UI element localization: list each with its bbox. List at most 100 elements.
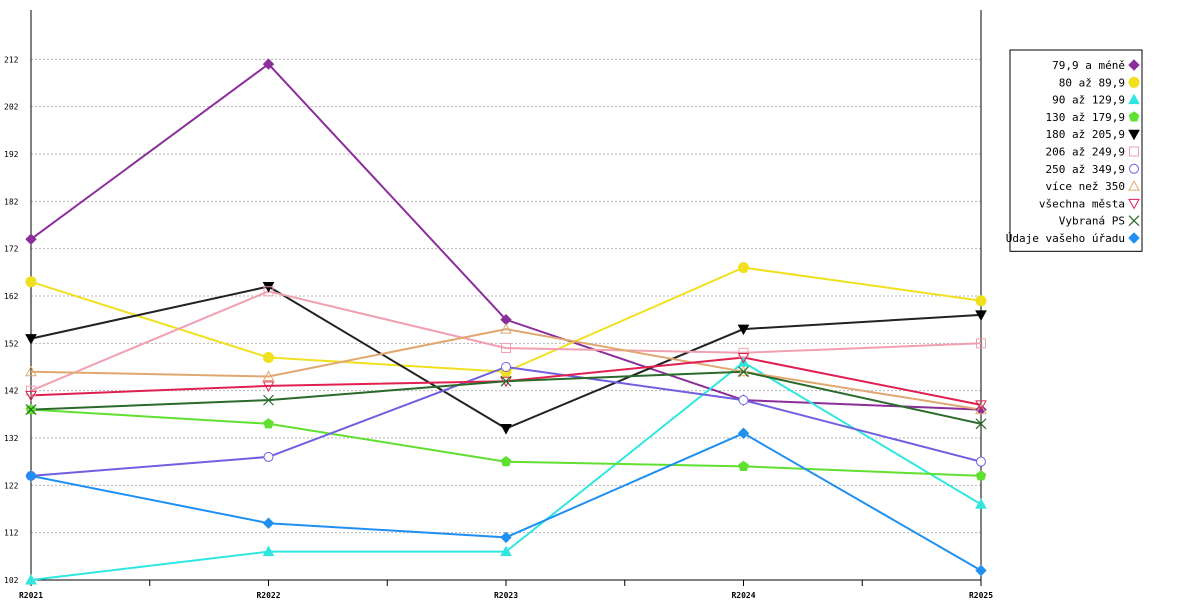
point-vsechna-mesta [25, 390, 37, 402]
point-206-az-249-9 [263, 286, 274, 297]
point-180-az-205-9 [500, 424, 512, 435]
legend-label-180-az-205-9: 180 až 205,9 [1046, 128, 1125, 141]
legend-label-90-az-129-9: 90 až 129,9 [1052, 94, 1125, 107]
point-vice-nez-350 [262, 370, 275, 381]
point-vybrana-ps [738, 366, 749, 378]
axes: 102 112 122 132 142 152 162 172 182 192 202 212 R202… [4, 10, 993, 600]
y-tick-label: 192 [4, 150, 19, 159]
point-vice-nez-350 [737, 365, 750, 377]
point-250-az-349-9 [738, 395, 749, 406]
legend: 79,9 a méně 80 až 89,9 90 až 129,9 130 až 1… [1006, 49, 1143, 252]
point-90-az-129-9 [500, 545, 512, 557]
point-vsechna-mesta [737, 353, 750, 364]
point-vybrana-ps-stroke [738, 366, 749, 378]
x-tick-label: R2024 [731, 591, 755, 600]
legend-label-udaje-vaseho-uradu: Údaje vašeho úřadu [1006, 232, 1125, 245]
point-90-az-129-9 [975, 498, 987, 509]
point-vybrana-ps [25, 404, 37, 416]
y-tick-label: 102 [4, 576, 19, 585]
point-79-9-a-mene [25, 233, 37, 245]
y-tick-label: 152 [4, 339, 19, 348]
point-130-az-179-9 [263, 418, 274, 429]
point-130-az-179-9 [500, 456, 512, 467]
y-tick-label: 212 [4, 55, 19, 64]
point-206-az-249-9 [976, 338, 986, 349]
series-line-vybrana-ps [30, 370, 982, 425]
point-vice-nez-350 [975, 403, 987, 415]
point-180-az-205-9 [975, 310, 987, 321]
legend-label-206-az-249-9: 206 až 249,9 [1046, 146, 1125, 159]
legend-label-130-az-179-9: 130 až 179,9 [1046, 111, 1125, 124]
y-tick-label: 112 [4, 529, 19, 538]
y-tick-label: 202 [4, 103, 19, 112]
legend-label-79-9-a-mene: 79,9 a méně [1052, 59, 1125, 72]
point-90-az-129-9 [262, 545, 275, 557]
legend-marker-206-az-249-9 [1129, 146, 1139, 157]
point-180-az-205-9 [25, 334, 37, 345]
legend-label-vsechna-mesta: všechna města [1039, 197, 1125, 210]
series-markers [25, 58, 987, 585]
point-250-az-349-9 [263, 451, 274, 462]
legend-marker-vice-nez-350 [1128, 180, 1140, 191]
legend-marker-180-az-205-9 [1128, 129, 1140, 141]
y-tick-label: 142 [4, 387, 19, 396]
legend-marker-udaje-vaseho-uradu [1128, 232, 1140, 244]
point-vybrana-ps-stroke [500, 375, 512, 387]
point-vybrana-ps-stroke [263, 394, 274, 406]
point-180-az-205-9 [737, 324, 750, 336]
point-vsechna-mesta [975, 400, 987, 411]
y-tick-label: 122 [4, 481, 19, 490]
x-tick-label: R2023 [494, 591, 518, 600]
series-line-180-az-205-9 [30, 285, 982, 430]
legend-label-vybrana-ps: Vybraná PS [1059, 215, 1125, 228]
point-udaje-vaseho-uradu [500, 531, 512, 544]
point-udaje-vaseho-uradu [737, 427, 750, 439]
series-line-vice-nez-350 [30, 328, 982, 411]
point-80-az-89-9 [975, 295, 987, 307]
series-line-79-9-a-mene [30, 63, 982, 411]
point-206-az-249-9 [26, 385, 36, 396]
point-vybrana-ps-stroke [25, 404, 37, 416]
y-tick-label: 182 [4, 197, 19, 206]
x-tick-label: R2025 [969, 591, 993, 600]
legend-marker-vybrana-ps [1128, 215, 1140, 227]
legend-marker-130-az-179-9 [1128, 111, 1140, 122]
point-79-9-a-mene [262, 58, 275, 70]
point-80-az-89-9 [738, 262, 749, 274]
legend-marker-79-9-a-mene [1128, 59, 1140, 71]
legend-marker-80-az-89-9 [1128, 76, 1140, 88]
point-udaje-vaseho-uradu [262, 517, 275, 529]
point-130-az-179-9 [975, 470, 987, 481]
point-206-az-249-9 [501, 343, 511, 354]
point-udaje-vaseho-uradu [25, 470, 37, 482]
y-tick-label: 172 [4, 245, 19, 254]
legend-box [1009, 49, 1143, 252]
y-tick-label: 132 [4, 434, 19, 443]
legend-marker-250-az-349-9 [1129, 163, 1139, 174]
point-vsechna-mesta [262, 381, 275, 392]
point-vybrana-ps [975, 418, 987, 430]
point-vybrana-ps [500, 375, 512, 387]
point-80-az-89-9 [263, 352, 274, 364]
legend-label-vice-nez-350: více než 350 [1046, 180, 1125, 193]
point-vice-nez-350 [25, 365, 37, 377]
point-130-az-179-9 [738, 460, 749, 471]
legend-marker-vsechna-mesta [1128, 198, 1140, 210]
point-vice-nez-350 [500, 323, 512, 334]
x-tick-label: R2021 [19, 591, 43, 600]
y-tick-label: 162 [4, 292, 19, 301]
point-udaje-vaseho-uradu [975, 564, 987, 577]
point-90-az-129-9 [25, 573, 37, 585]
point-vybrana-ps-stroke [975, 418, 987, 430]
point-80-az-89-9 [25, 276, 37, 288]
legend-label-80-az-89-9: 80 až 89,9 [1059, 76, 1125, 89]
series-line-206-az-249-9 [30, 290, 982, 392]
x-tick-label: R2022 [256, 591, 280, 600]
legend-marker-vybrana-ps-stroke [1128, 215, 1140, 227]
legend-marker-90-az-129-9 [1128, 93, 1140, 105]
legend-label-250-az-349-9: 250 až 349,9 [1046, 163, 1125, 176]
point-250-az-349-9 [976, 456, 986, 467]
point-vsechna-mesta [500, 376, 512, 388]
point-206-az-249-9 [738, 347, 749, 358]
